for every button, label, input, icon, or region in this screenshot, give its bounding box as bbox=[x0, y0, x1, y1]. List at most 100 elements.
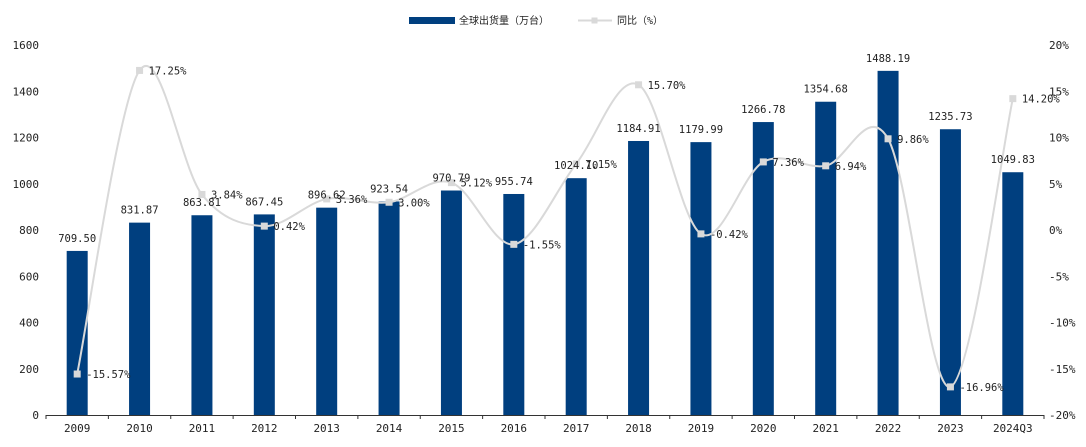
bar bbox=[316, 207, 338, 415]
line-value-label: 7.15% bbox=[585, 159, 617, 171]
left-tick-label: 400 bbox=[19, 317, 39, 330]
line-value-label: 9.86% bbox=[897, 134, 929, 146]
category-label: 2018 bbox=[625, 422, 652, 435]
bar-value-label: 896.62 bbox=[308, 190, 346, 202]
right-tick-label: 5% bbox=[1049, 178, 1063, 191]
category-label: 2015 bbox=[438, 422, 465, 435]
right-tick-label: -10% bbox=[1049, 317, 1076, 330]
bar-value-label: 863.81 bbox=[183, 197, 221, 209]
line-marker bbox=[572, 160, 580, 168]
line-marker bbox=[198, 190, 206, 198]
bar bbox=[129, 222, 151, 415]
right-axis: -20% -15% -10% -5% 0% 5% 10% 15% 20% bbox=[1049, 39, 1076, 422]
right-tick-label: -15% bbox=[1049, 363, 1076, 376]
line-marker bbox=[260, 222, 268, 230]
bar-value-label: 923.54 bbox=[370, 183, 408, 195]
bar bbox=[939, 129, 961, 416]
line-marker bbox=[385, 198, 393, 206]
bar bbox=[191, 215, 213, 415]
legend: 全球出货量（万台） 同比（%） bbox=[409, 14, 663, 27]
bar-value-label: 709.50 bbox=[58, 233, 96, 245]
category-label: 2023 bbox=[937, 422, 964, 435]
bar-value-label: 1024.10 bbox=[554, 160, 598, 172]
bar-value-label: 955.74 bbox=[495, 176, 533, 188]
bar-value-label: 831.87 bbox=[121, 205, 159, 217]
bar-value-label: 1184.91 bbox=[616, 123, 660, 135]
line-marker bbox=[946, 383, 954, 391]
category-label: 2017 bbox=[563, 422, 590, 435]
left-tick-label: 1200 bbox=[13, 132, 40, 145]
left-tick-label: 800 bbox=[19, 224, 39, 237]
line-marker bbox=[323, 195, 331, 203]
legend-bar-label: 全球出货量（万台） bbox=[459, 14, 549, 27]
line-marker bbox=[1009, 95, 1017, 103]
category-label: 2011 bbox=[189, 422, 216, 435]
line-marker bbox=[635, 81, 643, 89]
legend-line-label: 同比（%） bbox=[617, 15, 663, 27]
bar bbox=[253, 214, 275, 415]
bar-value-label: 867.45 bbox=[245, 196, 283, 208]
line-value-label: 14.20% bbox=[1022, 94, 1061, 106]
bar-value-label: 1488.19 bbox=[866, 53, 910, 65]
line-value-label: -0.42% bbox=[710, 229, 749, 241]
bar bbox=[1002, 172, 1024, 415]
line-value-label: -1.55% bbox=[523, 239, 562, 251]
category-label: 2012 bbox=[251, 422, 278, 435]
line-value-label: 15.70% bbox=[648, 80, 687, 92]
category-label: 2021 bbox=[812, 422, 839, 435]
category-label: 2020 bbox=[750, 422, 777, 435]
line-value-label: -16.96% bbox=[959, 382, 1004, 394]
right-tick-label: -20% bbox=[1049, 409, 1076, 422]
bar-value-label: 970.79 bbox=[432, 173, 470, 185]
line-marker bbox=[73, 370, 81, 378]
bar bbox=[440, 190, 462, 415]
right-tick-label: 20% bbox=[1049, 39, 1069, 52]
bar bbox=[877, 70, 899, 415]
line-value-label: 3.84% bbox=[211, 189, 243, 201]
line-value-label: 6.94% bbox=[835, 161, 867, 173]
bar-value-label: 1354.68 bbox=[804, 84, 848, 96]
left-tick-label: 200 bbox=[19, 363, 39, 376]
line-marker bbox=[822, 162, 830, 170]
bar bbox=[690, 142, 712, 415]
bar-value-label: 1049.83 bbox=[991, 154, 1035, 166]
left-tick-label: 1600 bbox=[13, 39, 40, 52]
bar bbox=[503, 193, 525, 415]
left-tick-label: 1000 bbox=[13, 178, 40, 191]
right-tick-label: 15% bbox=[1049, 85, 1069, 98]
category-label: 2022 bbox=[875, 422, 902, 435]
line-marker bbox=[447, 179, 455, 187]
left-tick-label: 0 bbox=[32, 409, 39, 422]
line-marker bbox=[510, 240, 518, 248]
x-axis: 2009 2010 2011 2012 2013 2014 2015 2016 2017 2018… bbox=[45, 415, 1045, 435]
bar bbox=[628, 140, 650, 415]
legend-line-marker bbox=[591, 17, 598, 24]
line-series bbox=[73, 65, 1017, 391]
category-label: 2024Q3 bbox=[993, 422, 1033, 435]
legend-bar-swatch bbox=[409, 17, 455, 24]
bar-value-label: 1266.78 bbox=[741, 104, 785, 116]
line-marker bbox=[759, 158, 767, 166]
bar bbox=[66, 250, 88, 415]
line-value-label: 7.36% bbox=[772, 157, 804, 169]
bar-value-label: 1235.73 bbox=[928, 111, 972, 123]
right-tick-label: 0% bbox=[1049, 224, 1063, 237]
line-marker bbox=[884, 135, 892, 143]
bar bbox=[565, 178, 587, 415]
line-value-label: 17.25% bbox=[149, 65, 188, 77]
line-value-labels: -15.57% 17.25% 3.84% 0.42% 3.36% 3.00% 5.12% -1… bbox=[86, 65, 1060, 393]
left-tick-label: 600 bbox=[19, 270, 39, 283]
line-marker bbox=[136, 66, 144, 74]
bar bbox=[752, 122, 774, 415]
left-axis: 0 200 400 600 800 1000 1200 1400 1600 bbox=[13, 39, 40, 422]
right-tick-label: -5% bbox=[1049, 270, 1069, 283]
category-label: 2013 bbox=[313, 422, 340, 435]
bar bbox=[815, 101, 837, 415]
bar-value-label: 1179.99 bbox=[679, 124, 723, 136]
line-value-label: 3.36% bbox=[336, 194, 368, 206]
right-tick-label: 10% bbox=[1049, 132, 1069, 145]
line-value-label: 0.42% bbox=[273, 221, 305, 233]
category-label: 2010 bbox=[126, 422, 153, 435]
line-value-label: 3.00% bbox=[398, 197, 430, 209]
